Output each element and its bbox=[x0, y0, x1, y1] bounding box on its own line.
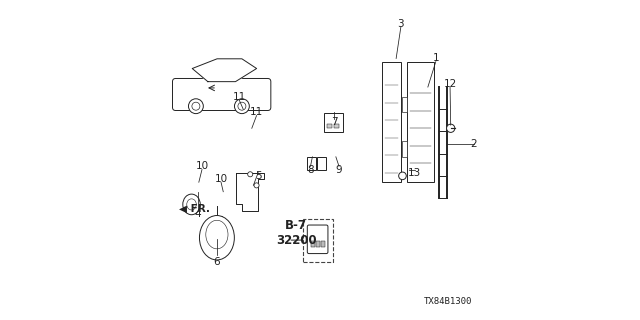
Text: 11: 11 bbox=[250, 108, 263, 117]
Bar bbox=[316, 241, 320, 247]
Bar bbox=[401, 97, 407, 112]
Text: 10: 10 bbox=[195, 161, 209, 171]
Text: 2: 2 bbox=[470, 139, 477, 149]
Circle shape bbox=[192, 102, 200, 110]
Text: 4: 4 bbox=[195, 209, 201, 219]
Text: 9: 9 bbox=[336, 164, 342, 174]
Circle shape bbox=[447, 124, 455, 132]
Ellipse shape bbox=[183, 194, 200, 215]
Polygon shape bbox=[236, 173, 264, 211]
Circle shape bbox=[248, 172, 253, 177]
Text: 7: 7 bbox=[331, 117, 337, 127]
Bar bbox=[334, 124, 339, 128]
Polygon shape bbox=[192, 59, 257, 82]
Circle shape bbox=[188, 99, 204, 114]
FancyBboxPatch shape bbox=[324, 113, 343, 132]
Text: 11: 11 bbox=[232, 92, 246, 101]
Bar bbox=[303, 219, 333, 261]
Ellipse shape bbox=[206, 220, 228, 249]
Bar bbox=[327, 124, 332, 128]
Ellipse shape bbox=[200, 215, 234, 260]
FancyBboxPatch shape bbox=[173, 78, 271, 110]
Text: 10: 10 bbox=[214, 174, 228, 184]
Ellipse shape bbox=[187, 199, 196, 210]
Circle shape bbox=[234, 99, 250, 114]
Text: 8: 8 bbox=[307, 164, 314, 174]
Bar bbox=[317, 157, 326, 170]
Bar bbox=[407, 62, 434, 182]
Bar bbox=[401, 141, 407, 157]
Text: B-7
32200: B-7 32200 bbox=[276, 219, 317, 247]
Bar bbox=[307, 157, 316, 170]
Text: 6: 6 bbox=[214, 257, 220, 267]
Text: 3: 3 bbox=[397, 19, 404, 28]
Circle shape bbox=[254, 183, 259, 188]
Circle shape bbox=[399, 172, 406, 180]
Bar bbox=[312, 241, 316, 247]
Bar bbox=[321, 241, 324, 247]
Text: 12: 12 bbox=[444, 79, 457, 89]
FancyBboxPatch shape bbox=[307, 225, 328, 253]
Text: ◀ FR.: ◀ FR. bbox=[179, 204, 210, 214]
Text: TX84B1300: TX84B1300 bbox=[424, 297, 472, 306]
Bar bbox=[382, 62, 401, 182]
Text: 5: 5 bbox=[255, 171, 262, 181]
Circle shape bbox=[238, 102, 246, 110]
Text: 13: 13 bbox=[408, 168, 421, 178]
Text: 1: 1 bbox=[433, 53, 439, 63]
